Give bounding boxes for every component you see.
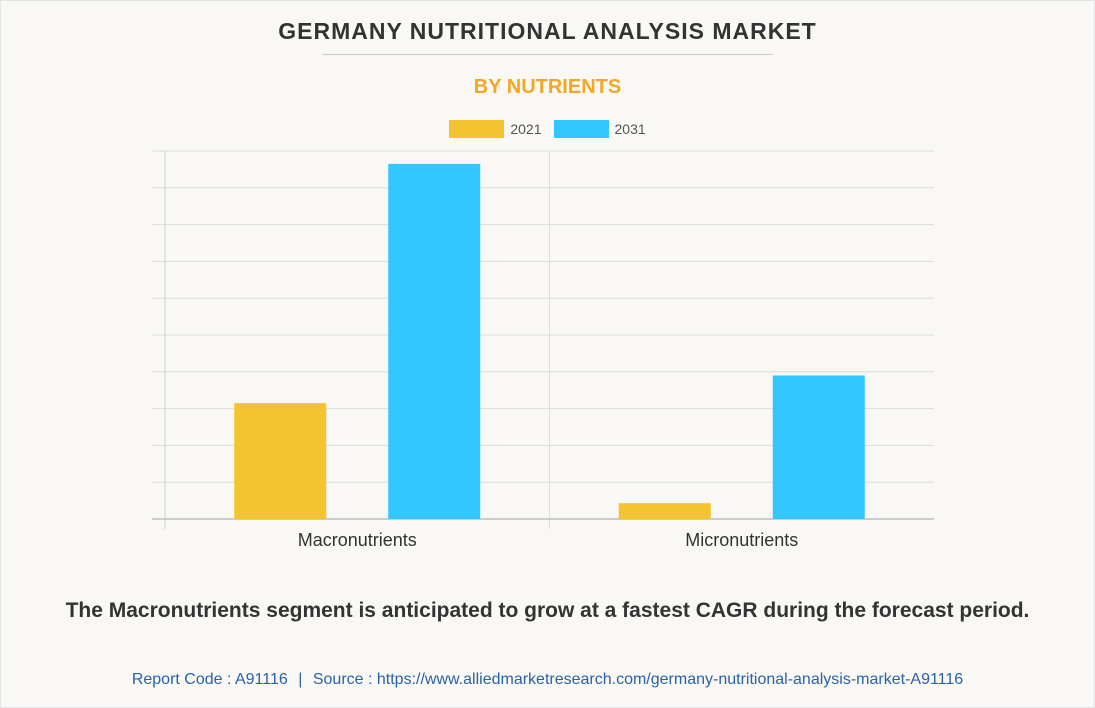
bar-2021-micronutrients — [618, 503, 711, 519]
legend-label-2021: 2021 — [510, 121, 542, 137]
bar-2031-micronutrients — [772, 375, 865, 519]
bar-2021-macronutrients — [234, 403, 327, 519]
footer-separator: | — [298, 671, 303, 688]
legend-swatch-2031 — [553, 120, 609, 138]
legend-swatch-2021 — [449, 120, 505, 138]
legend: 2021 2031 — [0, 120, 1095, 138]
bar-chart: Macronutrients Micronutrients — [152, 150, 934, 550]
x-tick-label: Micronutrients — [685, 530, 798, 550]
footer: Report Code : A91116 | Source : https://… — [0, 671, 1095, 689]
chart-subtitle: BY NUTRIENTS — [473, 76, 622, 98]
legend-item-2031[interactable]: 2031 — [553, 120, 646, 138]
x-tick-label: Macronutrients — [298, 530, 417, 550]
legend-label-2031: 2031 — [614, 121, 646, 137]
chart-title: GERMANY NUTRITIONAL ANALYSIS MARKET — [278, 18, 817, 44]
source-link[interactable]: Source : https://www.alliedmarketresearc… — [312, 671, 964, 688]
chart-note: The Macronutrients segment is anticipate… — [65, 599, 1030, 622]
legend-item-2021[interactable]: 2021 — [449, 120, 542, 138]
bar-2031-macronutrients — [388, 163, 481, 519]
report-code: Report Code : A91116 — [131, 671, 288, 688]
title-divider — [322, 54, 773, 55]
